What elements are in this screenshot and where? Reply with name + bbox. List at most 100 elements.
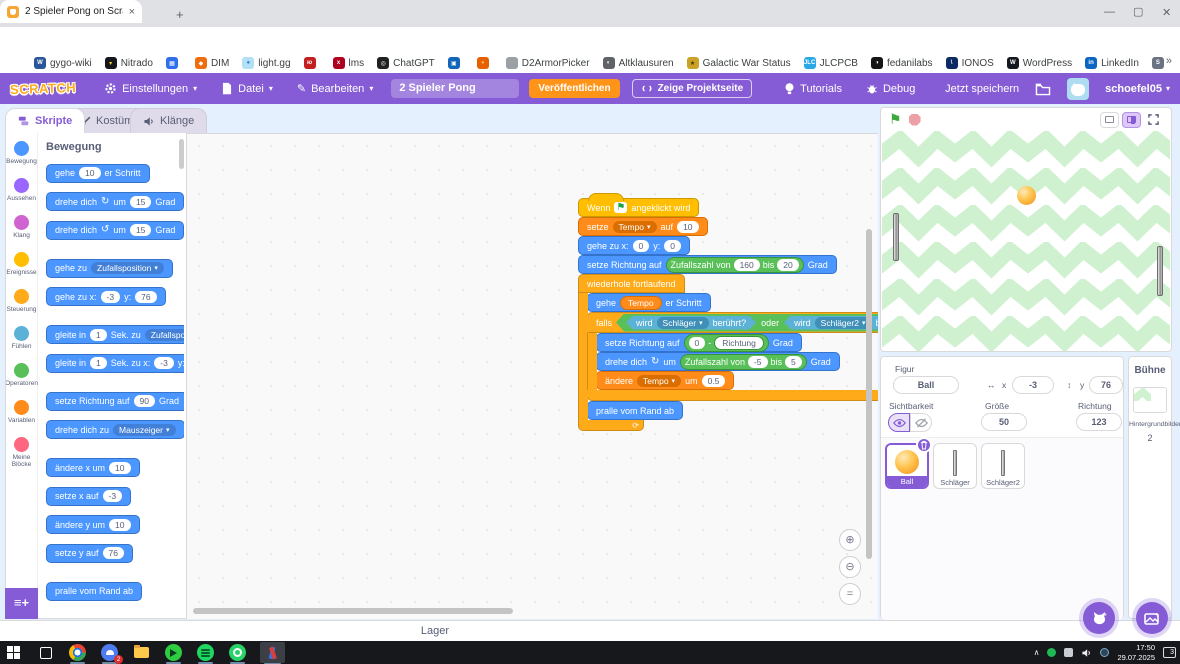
delete-sprite-button[interactable] — [916, 437, 932, 453]
scratch-logo[interactable]: SCRATCH — [9, 79, 77, 98]
stage-viewport[interactable] — [882, 131, 1170, 351]
if-header[interactable]: falls wirdSchlägerberührt? oder wirdSchl… — [587, 312, 878, 333]
avatar[interactable] — [1067, 77, 1090, 100]
or-operator[interactable]: wirdSchlägerberührt? oder wirdSchläger2b… — [616, 314, 878, 332]
palette-block-set-x[interactable]: setze x auf -3 — [46, 486, 132, 506]
edit-menu[interactable]: ✎ Bearbeiten ▾ — [296, 82, 374, 96]
stop-button[interactable] — [908, 113, 921, 126]
script-vertical-scrollbar[interactable] — [866, 229, 872, 559]
bookmark-item[interactable]: JLC JLCPCB — [803, 57, 858, 69]
bookmark-item[interactable]: in LinkedIn — [1085, 57, 1139, 69]
sprite-card-schlaeger[interactable]: Schläger — [933, 443, 977, 489]
palette-block-turn-ccw[interactable]: drehe dich ↺ um 15 Grad — [46, 220, 184, 240]
y-input[interactable]: 76 — [1089, 376, 1123, 394]
script-area[interactable]: Wenn⚑angeklickt wird setzeTempoauf10 geh… — [187, 133, 878, 619]
palette-scrollbar[interactable] — [179, 139, 184, 169]
script-set-tempo[interactable]: setzeTempoauf10 — [578, 217, 708, 236]
publish-button[interactable]: Veröffentlichen — [529, 79, 620, 98]
touching-schlaeger[interactable]: wirdSchlägerberührt? — [626, 316, 756, 330]
script-move-tempo-steps[interactable]: gehe Tempo er Schritt — [587, 293, 711, 312]
bookmark-item[interactable]: S — [1151, 57, 1168, 69]
window-minimize-button[interactable]: — — [1104, 6, 1115, 18]
if-footer[interactable] — [587, 390, 878, 401]
account-menu[interactable]: schoefel05 ▾ — [1105, 82, 1170, 95]
category-item[interactable]: Fühlen — [6, 326, 37, 363]
category-item[interactable]: Klang — [6, 215, 37, 252]
window-restore-button[interactable]: ▢ — [1133, 6, 1144, 18]
taskbar-active-app[interactable] — [260, 642, 285, 664]
taskbar-chrome[interactable] — [68, 643, 87, 664]
add-extension-button[interactable]: ≡+ — [5, 588, 38, 619]
bookmark-item[interactable]: ▦ — [165, 57, 182, 69]
script-if-block[interactable]: falls wirdSchlägerberührt? oder wirdSchl… — [587, 312, 878, 401]
visible-button[interactable] — [888, 413, 910, 432]
settings-menu[interactable]: Einstellungen ▾ — [94, 76, 207, 101]
richtung-reporter[interactable]: Richtung — [714, 335, 764, 350]
bookmark-item[interactable]: ◆ DIM — [194, 57, 229, 69]
bookmark-item[interactable]: D2ArmorPicker — [505, 57, 590, 69]
clock[interactable]: 17:50 29.07.2025 — [1117, 643, 1155, 662]
tab-skripte[interactable]: Skripte — [5, 108, 86, 133]
browser-tab[interactable]: 2 Spieler Pong on Scratch × — [0, 0, 142, 23]
sprite-schlaeger[interactable] — [893, 213, 899, 261]
folder-icon[interactable] — [1035, 82, 1051, 96]
backpack-bar[interactable]: Lager — [0, 620, 1180, 641]
bookmark-item[interactable]: ю — [303, 57, 320, 69]
script-horizontal-scrollbar[interactable] — [193, 608, 513, 614]
sprite-card-schlaeger2[interactable]: Schläger2 — [981, 443, 1025, 489]
save-now-button[interactable]: Jetzt speichern — [945, 82, 1020, 95]
sprite-name-input[interactable]: Ball — [893, 376, 959, 394]
taskbar-explorer[interactable] — [132, 643, 151, 662]
x-input[interactable]: -3 — [1012, 376, 1054, 394]
palette-block-point-towards[interactable]: drehe dich zu Mauszeiger — [46, 420, 184, 439]
subtract-operator[interactable]: 0- Richtung — [683, 333, 769, 352]
category-item[interactable]: Variablen — [6, 400, 37, 437]
task-view-button[interactable] — [36, 643, 55, 662]
random-operator[interactable]: Zufallszahl von -5 bis 5 — [679, 353, 807, 370]
tab-close-icon[interactable]: × — [128, 5, 135, 18]
size-input[interactable]: 50 — [981, 413, 1027, 431]
tab-klaenge[interactable]: Klänge — [130, 108, 208, 133]
add-sprite-button[interactable]: + — [1083, 602, 1115, 634]
category-item[interactable]: Meine Blöcke — [6, 437, 37, 474]
file-menu[interactable]: Datei ▾ — [211, 76, 283, 101]
script-change-tempo[interactable]: ändereTempoum0.5 — [596, 371, 735, 390]
zoom-reset-button[interactable]: = — [839, 583, 861, 605]
green-flag-button[interactable]: ⚑ — [889, 111, 902, 127]
palette-block-set-y[interactable]: setze y auf 76 — [46, 543, 133, 563]
tutorials-menu[interactable]: Tutorials — [774, 76, 852, 101]
category-item[interactable]: Ereignisse — [6, 252, 37, 289]
script-turn-random[interactable]: drehe dich ↻ um Zufallszahl von -5 bis 5 Grad — [596, 352, 840, 371]
fullscreen-button[interactable] — [1144, 111, 1163, 128]
forever-footer[interactable]: ⟳ — [578, 420, 644, 431]
palette-block-point-dir[interactable]: setze Richtung auf 90 Grad — [46, 391, 184, 411]
palette-block-move[interactable]: gehe 10 er Schritt — [46, 163, 150, 183]
zoom-out-button[interactable]: ⊖ — [839, 556, 861, 578]
sprite-card-ball[interactable]: Ball — [885, 443, 929, 489]
bookmark-item[interactable]: ◎ ChatGPT — [377, 57, 435, 69]
bookmark-item[interactable]: ▾ Nitrado — [104, 57, 153, 69]
bookmark-item[interactable]: W gygo-wiki — [34, 57, 92, 69]
script-hat-when-flag-clicked[interactable]: Wenn ⚑ angeklickt wird — [578, 193, 700, 217]
taskbar-whatsapp[interactable] — [228, 643, 247, 664]
palette-block-turn-cw[interactable]: drehe dich ↻ um 15 Grad — [46, 192, 184, 211]
small-stage-button[interactable] — [1100, 111, 1119, 128]
volume-icon[interactable] — [1081, 648, 1092, 658]
bookmark-item[interactable]: ▣ — [447, 57, 464, 69]
bookmarks-overflow-icon[interactable]: » — [1165, 55, 1172, 67]
script-goto-xy[interactable]: gehe zu x: 0 y: 0 — [578, 236, 691, 255]
tray-steam-icon[interactable] — [1100, 648, 1110, 657]
direction-input[interactable]: 123 — [1076, 413, 1122, 431]
palette-block-goto-xy[interactable]: gehe zu x: -3 y: 76 — [46, 287, 166, 306]
zoom-in-button[interactable]: ⊕ — [839, 529, 861, 551]
add-backdrop-button[interactable]: + — [1136, 602, 1168, 634]
forever-header[interactable]: wiederhole fortlaufend — [578, 274, 685, 293]
bookmark-item[interactable]: ◑ fedanilabs — [870, 57, 933, 69]
tray-spotify-icon[interactable] — [1047, 648, 1057, 657]
sprite-ball[interactable] — [1017, 186, 1036, 205]
touching-schlaeger2[interactable]: wirdSchläger2berührt? — [784, 316, 878, 330]
category-item[interactable]: Steuerung — [6, 289, 37, 326]
category-item[interactable]: Aussehen — [6, 178, 37, 215]
bookmark-item[interactable]: ● light.gg — [242, 57, 291, 69]
palette-block-bounce[interactable]: pralle vom Rand ab — [46, 581, 143, 601]
